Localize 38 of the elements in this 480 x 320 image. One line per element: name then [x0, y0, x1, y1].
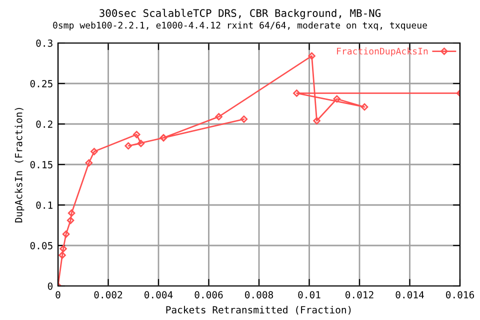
x-tick-label: 0.01	[298, 291, 320, 298]
y-tick-label: 0.15	[30, 161, 52, 168]
x-tick-label: 0	[56, 291, 60, 298]
chart-subtitle: 0smp web100-2.2.1, e1000-4.4.12 rxint 64/64, moderate on txq, txqueue	[53, 22, 427, 30]
point	[360, 103, 368, 111]
point	[68, 209, 76, 217]
y-tick-label: 0.05	[30, 242, 52, 250]
point	[333, 95, 341, 103]
point	[58, 252, 66, 259]
y-tick-label: 0.3	[36, 40, 52, 47]
x-tick-label: 0.004	[144, 291, 173, 298]
point	[313, 117, 320, 124]
point	[215, 113, 222, 120]
point	[308, 52, 316, 60]
x-tick-label: 0.012	[346, 291, 374, 298]
point	[90, 148, 98, 156]
point	[60, 245, 67, 252]
x-tick-label: 0.002	[94, 291, 122, 298]
x-axis-title: Packets Retransmitted (Fraction)	[166, 306, 351, 315]
y-tick-label: 0.25	[30, 80, 52, 88]
point	[133, 130, 140, 138]
x-tick-label: 0.008	[245, 291, 274, 298]
chart-title: 300sec ScalableTCP DRS, CBR Background, MB-NG	[100, 8, 380, 20]
point	[66, 216, 74, 224]
point	[293, 90, 300, 97]
point	[62, 230, 70, 238]
y-axis-title: DupAcksIn (Fraction)	[14, 108, 24, 222]
y-tick-label: 0	[48, 282, 53, 290]
point	[124, 142, 132, 150]
y-tick-label: 0.2	[36, 120, 52, 128]
x-tick-label: 0.006	[194, 291, 223, 298]
point	[137, 140, 145, 148]
point	[85, 159, 93, 167]
point	[240, 116, 248, 123]
x-tick-label: 0.014	[396, 291, 424, 298]
legend-label: FractionDupAcksIn	[337, 48, 428, 56]
x-tick-label: 0.016	[446, 291, 474, 298]
y-tick-label: 0.1	[36, 202, 52, 209]
